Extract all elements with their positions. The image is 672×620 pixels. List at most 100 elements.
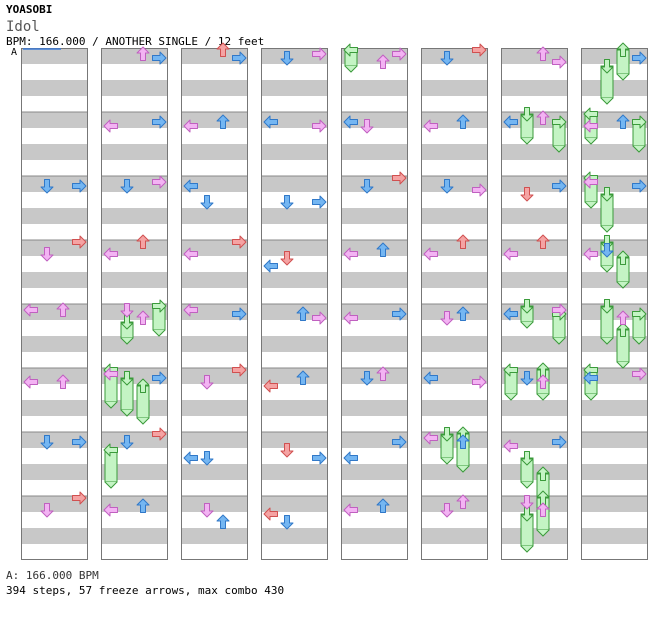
beat-band xyxy=(21,400,88,416)
step-arrow xyxy=(600,243,614,258)
beat-band xyxy=(181,400,248,416)
freeze-arrow-head xyxy=(103,443,118,457)
beat-band xyxy=(181,224,248,240)
beat-band xyxy=(261,400,328,416)
freeze-arrow-head xyxy=(632,115,647,129)
beat-band xyxy=(421,400,488,416)
step-arrow xyxy=(456,494,470,509)
step-arrow xyxy=(200,195,214,210)
freeze-arrow-tail xyxy=(136,417,150,425)
step-arrow xyxy=(583,175,598,189)
beat-band xyxy=(101,384,168,400)
beat-band xyxy=(501,192,568,208)
beat-band xyxy=(421,464,488,480)
column-border xyxy=(261,48,328,560)
beat-band xyxy=(421,160,488,176)
beat-band xyxy=(21,384,88,400)
beat-band xyxy=(501,496,568,512)
beat-band xyxy=(421,352,488,368)
freeze-arrow-tail xyxy=(632,337,646,345)
step-arrow xyxy=(536,502,550,517)
beat-band xyxy=(341,208,408,224)
beat-band xyxy=(261,480,328,496)
beat-band xyxy=(421,224,488,240)
beat-band xyxy=(261,224,328,240)
beat-band xyxy=(21,64,88,80)
step-arrow xyxy=(183,179,198,193)
beat-band xyxy=(501,144,568,160)
step-arrow xyxy=(440,179,454,194)
beat-band xyxy=(501,384,568,400)
step-arrow xyxy=(152,175,167,189)
freeze-arrow-tail xyxy=(600,337,614,345)
beat-band xyxy=(101,544,168,560)
step-arrow xyxy=(23,303,38,317)
step-arrow xyxy=(392,435,407,449)
beat-band xyxy=(341,224,408,240)
freeze-arrow-tail xyxy=(104,481,118,489)
beat-band xyxy=(501,416,568,432)
step-arrow xyxy=(216,114,230,129)
step-arrow xyxy=(183,303,198,317)
step-arrow xyxy=(152,371,167,385)
beat-band xyxy=(581,192,648,208)
step-arrow xyxy=(552,179,567,193)
step-arrow xyxy=(520,371,534,386)
beat-band xyxy=(21,192,88,208)
step-arrow xyxy=(552,303,567,317)
freeze-arrow-head xyxy=(583,107,598,121)
step-arrow xyxy=(312,47,327,61)
beat-band xyxy=(581,544,648,560)
step-arrow xyxy=(552,55,567,69)
beat-band xyxy=(101,64,168,80)
beat-band xyxy=(421,496,488,512)
beat-band xyxy=(421,208,488,224)
beat-band xyxy=(101,464,168,480)
beat-band xyxy=(581,48,648,64)
beat-band xyxy=(341,256,408,272)
column-border xyxy=(101,48,168,560)
freeze-arrow-head xyxy=(536,466,550,481)
beat-band xyxy=(21,336,88,352)
beat-band xyxy=(181,416,248,432)
beat-band xyxy=(501,320,568,336)
beat-band xyxy=(341,144,408,160)
step-arrow xyxy=(376,498,390,513)
step-arrow xyxy=(632,179,647,193)
freeze-arrow-tail xyxy=(504,393,518,401)
beat-band xyxy=(421,416,488,432)
beat-band xyxy=(501,48,568,64)
beat-band xyxy=(21,208,88,224)
freeze-arrow-tail xyxy=(616,73,630,81)
freeze-arrow-body xyxy=(632,313,646,339)
step-arrow xyxy=(520,187,534,202)
beat-band xyxy=(501,512,568,528)
beat-band xyxy=(501,64,568,80)
beat-band xyxy=(21,512,88,528)
step-arrow xyxy=(216,42,230,57)
beat-band xyxy=(101,288,168,304)
beat-band xyxy=(181,272,248,288)
chart-column xyxy=(341,48,408,560)
step-arrow xyxy=(183,451,198,465)
freeze-arrow-tail xyxy=(600,97,614,105)
beat-band xyxy=(21,96,88,112)
step-arrow xyxy=(232,363,247,377)
beat-band xyxy=(21,112,88,128)
step-arrow xyxy=(503,439,518,453)
beat-band xyxy=(421,304,488,320)
step-arrow xyxy=(152,115,167,129)
step-arrow xyxy=(456,114,470,129)
step-arrow xyxy=(120,303,134,318)
freeze-arrow-head xyxy=(552,115,567,129)
freeze-arrow-tail xyxy=(456,465,470,473)
beat-band xyxy=(101,480,168,496)
beat-band xyxy=(421,144,488,160)
beat-band xyxy=(181,160,248,176)
beat-band xyxy=(101,48,168,64)
step-arrow xyxy=(376,242,390,257)
beat-band xyxy=(341,64,408,80)
freeze-arrow-head xyxy=(600,187,614,202)
beat-band xyxy=(261,96,328,112)
